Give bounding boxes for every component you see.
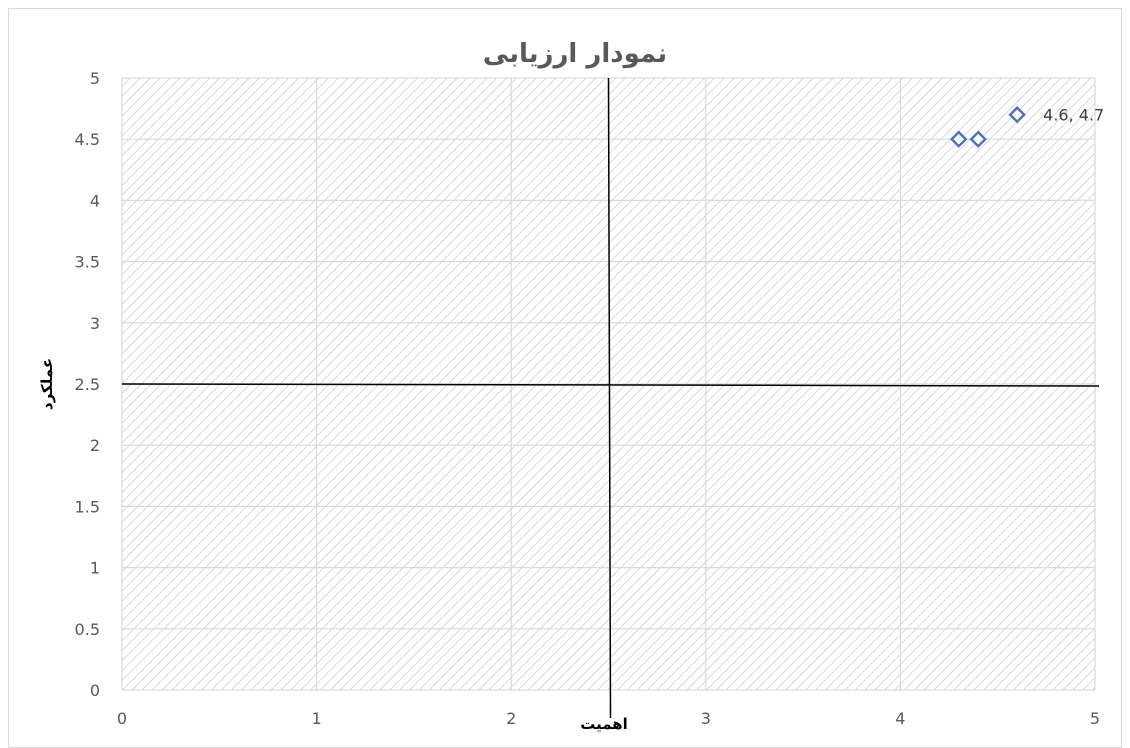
y-tick-label: 1.5	[75, 497, 100, 516]
horizontal-reference-line	[121, 383, 1100, 387]
data-labels: 4.6, 4.7	[1043, 106, 1104, 125]
x-tick-label: 1	[312, 709, 322, 728]
chart-title: نمودار ارزیابی	[483, 39, 667, 69]
y-tick-label: 0	[90, 681, 100, 700]
data-point-marker	[950, 130, 968, 148]
data-label: 4.6, 4.7	[1043, 106, 1104, 125]
y-tick-label: 4	[90, 191, 100, 210]
x-tick-label: 5	[1090, 709, 1100, 728]
quadrant-lines	[121, 77, 1100, 719]
y-tick-label: 1	[90, 559, 100, 578]
x-tick-label: 2	[506, 709, 516, 728]
y-tick-label: 3.5	[75, 253, 100, 272]
x-tick-label: 4	[895, 709, 905, 728]
x-axis-title: اهمیت	[580, 715, 628, 733]
data-point-marker	[969, 130, 987, 148]
x-tick-label: 0	[117, 709, 127, 728]
data-points	[950, 106, 1026, 148]
data-point-marker	[1008, 106, 1026, 124]
y-tick-label: 5	[90, 69, 100, 88]
y-tick-label: 2.5	[75, 375, 100, 394]
x-tick-labels: 0 1 2 3 4 5	[117, 709, 1100, 728]
vertical-reference-line	[607, 77, 612, 719]
y-axis-title: عملکرد	[38, 358, 56, 410]
y-tick-label: 2	[90, 436, 100, 455]
y-tick-label: 4.5	[75, 130, 100, 149]
x-tick-label: 3	[701, 709, 711, 728]
y-tick-label: 0.5	[75, 620, 100, 639]
y-tick-label: 3	[90, 314, 100, 333]
y-tick-labels: 0 0.5 1 1.5 2 2.5 3 3.5 4 4.5 5	[75, 69, 100, 700]
